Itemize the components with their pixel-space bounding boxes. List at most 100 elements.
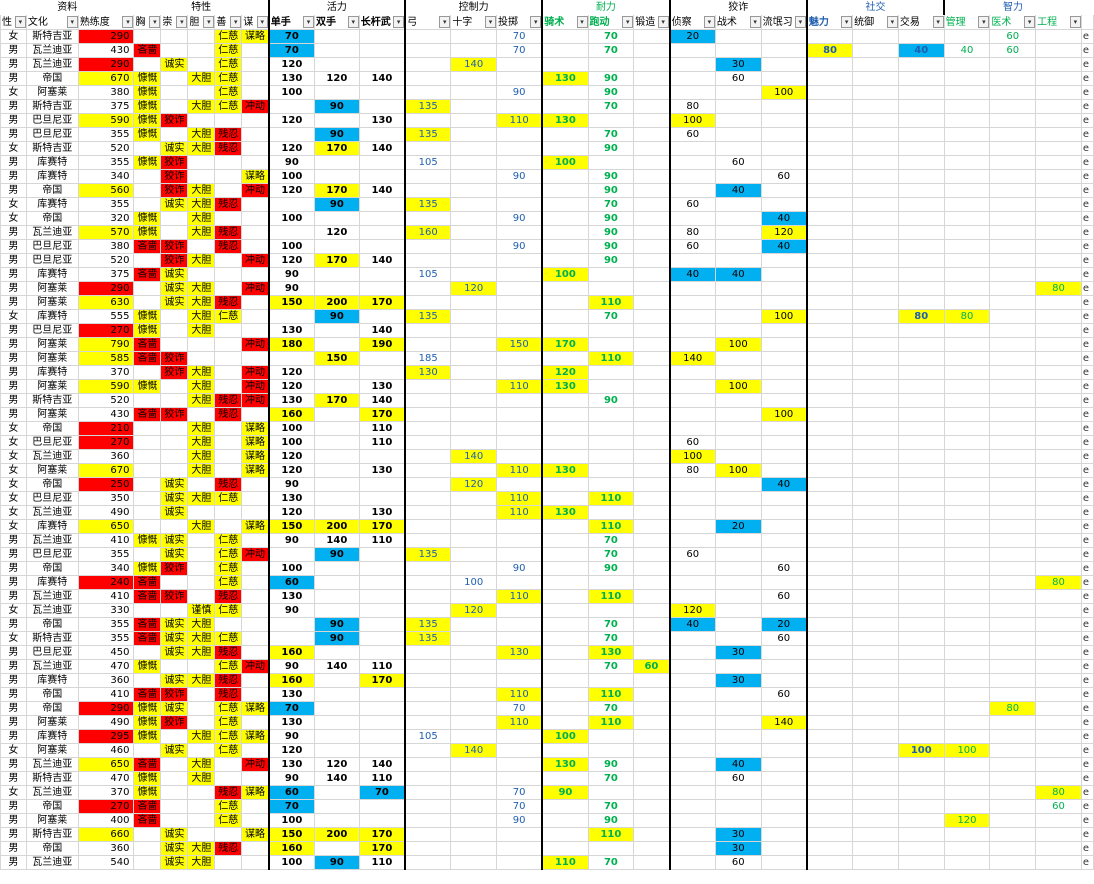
cell[interactable] [160, 449, 189, 464]
cell[interactable]: 100 [668, 113, 716, 128]
cell[interactable] [852, 379, 899, 394]
cell[interactable]: 210 [77, 421, 135, 436]
cell[interactable] [805, 757, 854, 772]
cell[interactable] [852, 85, 899, 100]
cell[interactable]: 110 [358, 659, 406, 674]
filter-dropdown-icon[interactable]: ▾ [749, 16, 761, 28]
cell[interactable]: 80 [1035, 575, 1082, 590]
cell[interactable]: 仁慈 [214, 561, 243, 576]
cell[interactable] [852, 463, 899, 478]
cell[interactable]: 100 [714, 337, 762, 352]
cell[interactable] [133, 295, 162, 310]
cell[interactable]: 斯特吉亚 [25, 631, 79, 646]
cell[interactable] [450, 631, 498, 646]
cell[interactable] [1035, 771, 1082, 786]
cell-overflow[interactable]: e [1080, 71, 1094, 86]
cell[interactable] [587, 407, 635, 422]
cell[interactable]: 90 [496, 561, 543, 576]
cell[interactable] [450, 519, 498, 534]
cell[interactable]: 斯特吉亚 [25, 827, 79, 842]
filter-dropdown-icon[interactable]: ▾ [703, 16, 715, 28]
cell[interactable] [943, 197, 991, 212]
cell[interactable]: 谋略 [241, 729, 270, 744]
cell[interactable] [1035, 533, 1082, 548]
cell[interactable]: 355 [77, 155, 135, 170]
cell[interactable] [633, 505, 671, 520]
cell[interactable]: 仁慈 [214, 547, 243, 562]
cell[interactable] [133, 435, 162, 450]
cell[interactable] [897, 141, 945, 156]
cell[interactable]: 男 [0, 113, 27, 128]
cell[interactable] [805, 463, 854, 478]
cell-overflow[interactable]: e [1080, 771, 1094, 786]
cell[interactable]: 仁慈 [214, 729, 243, 744]
cell[interactable]: 135 [404, 197, 452, 212]
cell[interactable]: 大胆 [187, 729, 216, 744]
cell[interactable] [133, 197, 162, 212]
cell[interactable] [943, 547, 991, 562]
cell[interactable]: 吝啬 [133, 799, 162, 814]
cell[interactable] [714, 29, 762, 44]
cell[interactable] [943, 687, 991, 702]
cell[interactable] [1035, 491, 1082, 506]
cell[interactable] [450, 211, 498, 226]
cell[interactable] [496, 477, 543, 492]
cell[interactable]: 90 [587, 169, 635, 184]
cell[interactable]: 460 [77, 743, 135, 758]
cell[interactable]: 60 [668, 197, 716, 212]
cell[interactable] [214, 435, 243, 450]
cell[interactable] [852, 281, 899, 296]
cell[interactable] [633, 603, 671, 618]
cell[interactable] [541, 589, 589, 604]
cell[interactable] [404, 673, 452, 688]
cell[interactable]: 130 [496, 645, 543, 660]
cell[interactable]: 阿塞莱 [25, 85, 79, 100]
cell[interactable]: 仁慈 [214, 631, 243, 646]
cell[interactable] [187, 43, 216, 58]
cell[interactable] [187, 813, 216, 828]
cell[interactable]: 库赛特 [25, 673, 79, 688]
cell[interactable] [160, 519, 189, 534]
cell[interactable] [1035, 71, 1082, 86]
cell[interactable]: 100 [267, 85, 315, 100]
cell[interactable] [668, 393, 716, 408]
cell[interactable] [450, 855, 498, 870]
cell[interactable]: 450 [77, 645, 135, 660]
cell[interactable]: 100 [450, 575, 498, 590]
cell[interactable] [496, 659, 543, 674]
cell[interactable] [852, 337, 899, 352]
cell[interactable]: 100 [760, 309, 808, 324]
cell[interactable] [633, 379, 671, 394]
cell[interactable] [133, 169, 162, 184]
cell[interactable] [541, 617, 589, 632]
cell[interactable]: 巴旦尼亚 [25, 491, 79, 506]
filter-dropdown-icon[interactable]: ▾ [439, 16, 450, 28]
cell[interactable] [133, 183, 162, 198]
cell[interactable] [760, 57, 808, 72]
cell[interactable] [133, 463, 162, 478]
cell[interactable]: 110 [496, 505, 543, 520]
cell[interactable] [633, 561, 671, 576]
cell[interactable] [852, 757, 899, 772]
cell[interactable] [714, 197, 762, 212]
cell[interactable]: 狡诈 [160, 351, 189, 366]
cell[interactable]: 410 [77, 687, 135, 702]
cell[interactable] [450, 43, 498, 58]
cell[interactable] [496, 617, 543, 632]
cell[interactable]: 仁慈 [214, 57, 243, 72]
cell[interactable]: 135 [404, 309, 452, 324]
cell[interactable]: 120 [267, 113, 315, 128]
cell[interactable] [404, 533, 452, 548]
cell[interactable] [214, 505, 243, 520]
cell[interactable] [714, 785, 762, 800]
cell[interactable] [404, 561, 452, 576]
cell[interactable] [668, 211, 716, 226]
cell[interactable] [496, 141, 543, 156]
cell[interactable]: 巴旦尼亚 [25, 113, 79, 128]
cell[interactable] [187, 407, 216, 422]
cell[interactable] [541, 561, 589, 576]
cell[interactable] [587, 841, 635, 856]
cell[interactable]: 370 [77, 365, 135, 380]
cell[interactable]: 仁慈 [214, 575, 243, 590]
cell[interactable]: 40 [760, 477, 808, 492]
